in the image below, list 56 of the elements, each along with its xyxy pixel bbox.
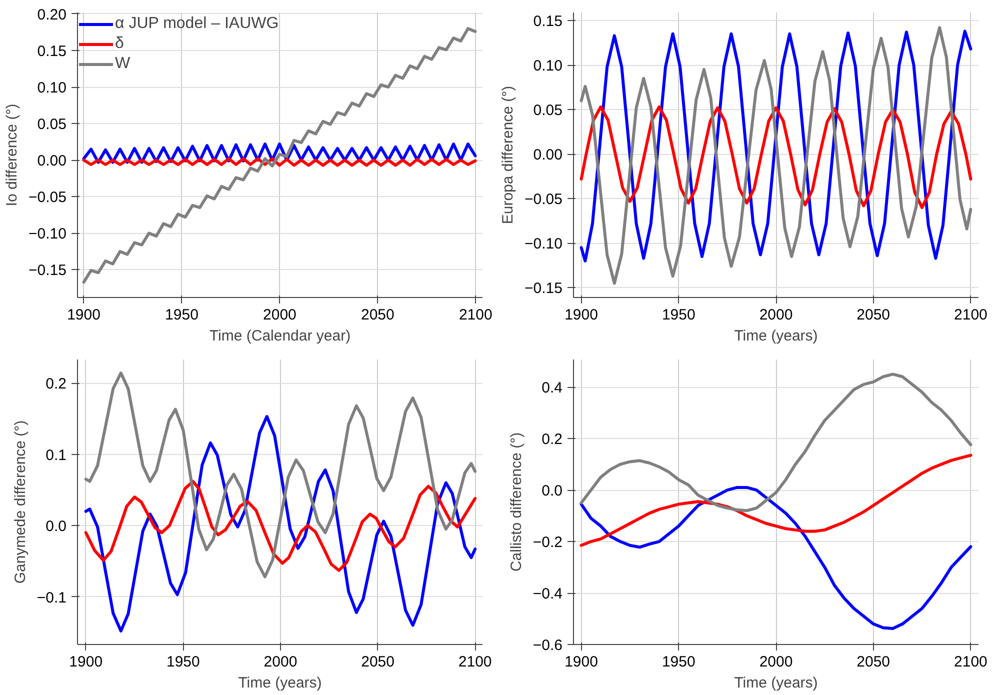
y-axis-title: Io difference (°) <box>4 104 21 206</box>
y-tick-label: −0.2 <box>532 534 563 552</box>
y-tick-label: 0.00 <box>37 152 67 170</box>
x-tick-label: 2000 <box>263 306 296 324</box>
y-tick-label: 0.0 <box>46 518 67 536</box>
y-tick-label: 0.15 <box>37 43 67 60</box>
y-axis-title: Callisto difference (°) <box>508 432 525 572</box>
y-tick-label: 0.15 <box>533 13 563 30</box>
x-tick-label: 1900 <box>564 654 598 670</box>
y-axis-title: Europa difference (°) <box>500 86 517 224</box>
y-axis-title: Ganymede difference (°) <box>12 420 29 584</box>
y-tick-label: 0.4 <box>542 380 563 397</box>
y-tick-label: −0.05 <box>524 191 563 208</box>
y-tick-label: −0.10 <box>524 236 563 253</box>
y-tick-label: −0.1 <box>36 589 67 606</box>
x-tick-label: 1900 <box>67 306 100 324</box>
x-axis-title: Time (years) <box>734 674 818 692</box>
x-tick-label: 1950 <box>662 654 696 670</box>
y-tick-label: 0.00 <box>533 146 563 164</box>
x-tick-label: 1950 <box>166 654 200 670</box>
x-tick-label: 2100 <box>458 306 492 324</box>
x-tick-label: 2000 <box>759 306 793 324</box>
x-tick-label: 1950 <box>165 306 198 324</box>
y-tick-label: −0.15 <box>524 280 563 298</box>
x-tick-label: 2050 <box>856 654 890 670</box>
y-tick-label: 0.05 <box>37 116 67 134</box>
x-axis-title: Time (Calendar year) <box>209 328 351 344</box>
x-tick-label: 2100 <box>954 654 988 670</box>
y-tick-label: −0.6 <box>532 637 563 654</box>
y-tick-label: 0.20 <box>37 6 67 24</box>
x-tick-label: 2100 <box>458 654 492 670</box>
x-tick-label: 2050 <box>361 654 394 670</box>
x-axis-title: Time (years) <box>734 328 818 344</box>
x-tick-label: 2000 <box>264 654 298 670</box>
legend-label: W <box>115 55 132 73</box>
y-tick-label: −0.15 <box>28 262 67 280</box>
y-tick-label: 0.0 <box>542 482 563 500</box>
legend-label: δ <box>115 35 125 53</box>
x-tick-label: 2100 <box>954 306 988 324</box>
legend-label: α JUP model – IAUWG <box>115 15 279 33</box>
y-tick-label: 0.10 <box>37 80 67 97</box>
y-tick-label: 0.2 <box>542 431 563 448</box>
x-axis-title: Time (years) <box>238 674 322 692</box>
y-tick-label: −0.10 <box>28 226 67 243</box>
x-tick-label: 1900 <box>564 306 598 324</box>
x-tick-label: 1950 <box>662 306 696 324</box>
x-tick-label: 2050 <box>360 306 394 324</box>
y-tick-label: 0.10 <box>533 58 563 75</box>
x-tick-label: 2000 <box>759 654 793 670</box>
y-tick-label: 0.1 <box>46 446 67 464</box>
y-tick-label: 0.05 <box>533 102 563 120</box>
x-tick-label: 2050 <box>856 306 890 324</box>
y-tick-label: −0.4 <box>532 586 563 603</box>
y-tick-label: 0.2 <box>46 376 67 393</box>
x-tick-label: 1900 <box>69 654 103 670</box>
y-tick-label: −0.05 <box>28 189 67 206</box>
